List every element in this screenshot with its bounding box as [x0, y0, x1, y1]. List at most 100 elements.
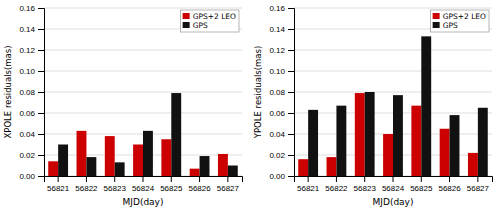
- x-tick-label: 56827: [217, 184, 240, 193]
- y-tick-label: 0.04: [269, 130, 285, 139]
- bar: [478, 108, 488, 176]
- bar: [336, 106, 346, 176]
- tick-mark: [364, 176, 365, 182]
- bar: [58, 145, 68, 177]
- y-tick: 0.04: [19, 130, 44, 139]
- tick-mark: [421, 176, 422, 182]
- bar: [450, 115, 460, 176]
- tick-mark: [288, 134, 294, 135]
- tick-mark: [58, 176, 59, 182]
- x-tick: 56822: [75, 176, 98, 193]
- tick-mark: [288, 155, 294, 156]
- x-tick-label: 56826: [438, 184, 461, 193]
- y-tick: 0.16: [269, 4, 294, 13]
- legend-swatch: [433, 13, 440, 19]
- x-tick: 56823: [354, 176, 377, 193]
- tick-mark: [288, 176, 294, 177]
- tick-mark: [114, 176, 115, 182]
- bar: [393, 95, 403, 176]
- axis-line: [38, 9, 45, 177]
- tick-mark: [288, 29, 294, 30]
- legend-item: GPS+2 LEO: [183, 12, 236, 21]
- bar: [308, 110, 318, 176]
- chart-svg: 568215682256823568245682556826568270.000…: [0, 0, 500, 210]
- grid-line: [44, 71, 242, 72]
- x-tick: 56827: [467, 176, 490, 193]
- legend-item: GPS: [433, 21, 458, 30]
- x-tick: 56821: [297, 176, 320, 193]
- x-tick-label: 56827: [467, 184, 490, 193]
- y-tick-label: 0.08: [19, 88, 35, 97]
- x-axis-title: MJD(day): [123, 197, 164, 207]
- y-tick-label: 0.00: [19, 172, 35, 181]
- legend-swatch: [183, 13, 190, 19]
- bar: [218, 154, 228, 176]
- tick-mark: [38, 29, 44, 30]
- x-axis: 56821568225682356824568255682656827: [295, 176, 493, 193]
- y-axis: 0.00 0.02 0.04 0.06 0.08 0.10 0.12 0.14 0.16: [19, 4, 44, 181]
- bar: [228, 166, 238, 177]
- bars: [48, 93, 238, 176]
- x-tick: 56826: [438, 176, 461, 193]
- tick-mark: [38, 50, 44, 51]
- y-tick-label: 0.10: [269, 67, 285, 76]
- x-tick-label: 56822: [75, 184, 98, 193]
- y-tick-label: 0.16: [19, 4, 35, 13]
- legend-item: GPS+2 LEO: [433, 12, 486, 21]
- bar: [48, 161, 58, 176]
- legend-swatch: [433, 22, 440, 28]
- tick-mark: [288, 71, 294, 72]
- y-tick: 0.14: [19, 25, 44, 34]
- x-tick-label: 56824: [382, 184, 405, 193]
- bar: [190, 169, 200, 176]
- tick-mark: [227, 176, 228, 182]
- bar: [105, 136, 115, 176]
- bar: [383, 134, 393, 176]
- tick-mark: [288, 8, 294, 9]
- tick-mark: [336, 176, 337, 182]
- grid-line: [294, 50, 492, 51]
- axis-line: [295, 177, 493, 183]
- x-tick: 56821: [47, 176, 70, 193]
- chart-container: 568215682256823568245682556826568270.000…: [0, 0, 500, 210]
- grid-line: [294, 71, 492, 72]
- y-tick-label: 0.02: [269, 151, 285, 160]
- x-tick-label: 56821: [297, 184, 320, 193]
- x-tick: 56823: [104, 176, 127, 193]
- legend: GPS+2 LEOGPS: [181, 10, 239, 32]
- grid-line: [294, 92, 492, 93]
- legend-box: [431, 10, 489, 32]
- legend: GPS+2 LEOGPS: [431, 10, 489, 32]
- y-tick-label: 0.14: [19, 25, 35, 34]
- tick-mark: [171, 176, 172, 182]
- x-tick-label: 56824: [132, 184, 155, 193]
- x-tick-label: 56826: [188, 184, 211, 193]
- tick-mark: [288, 113, 294, 114]
- bar: [200, 156, 210, 176]
- tick-mark: [38, 134, 44, 135]
- y-tick: 0.08: [269, 88, 294, 97]
- x-tick-label: 56825: [160, 184, 183, 193]
- axis-line: [288, 9, 295, 177]
- x-tick-label: 56823: [104, 184, 127, 193]
- bar: [355, 93, 365, 176]
- tick-mark: [86, 176, 87, 182]
- bar: [86, 157, 96, 176]
- y-tick: 0.02: [19, 151, 44, 160]
- tick-mark: [449, 176, 450, 182]
- y-tick: 0.02: [269, 151, 294, 160]
- y-tick: 0.10: [269, 67, 294, 76]
- bar: [77, 131, 87, 176]
- y-tick: 0.10: [19, 67, 44, 76]
- y-tick-label: 0.12: [19, 46, 35, 55]
- y-tick-label: 0.06: [19, 109, 35, 118]
- panel: 568215682256823568245682556826568270.000…: [3, 4, 243, 207]
- tick-mark: [38, 155, 44, 156]
- bar: [421, 36, 431, 176]
- bar: [411, 106, 421, 176]
- y-tick: 0.00: [19, 172, 44, 181]
- x-tick: 56826: [188, 176, 211, 193]
- grid: [44, 8, 242, 176]
- legend-label: GPS: [443, 21, 458, 30]
- y-tick-label: 0.06: [269, 109, 285, 118]
